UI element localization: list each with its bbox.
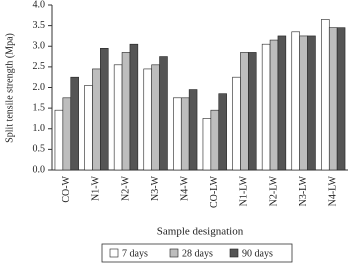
bar (269, 39, 279, 171)
x-tick-label: N3-LW (298, 175, 309, 206)
legend-label: 28 days (182, 248, 213, 259)
bar (188, 89, 198, 171)
bar (180, 97, 190, 171)
bar (240, 52, 249, 171)
bar (62, 97, 72, 171)
bar (210, 109, 220, 171)
bar (92, 68, 101, 171)
x-tick-label: N2-LW (268, 175, 279, 206)
y-tick-label: 1.5 (33, 102, 46, 113)
bar (218, 93, 227, 171)
x-tick-label: N4-W (179, 175, 190, 201)
y-tick-label: 2.0 (33, 82, 46, 93)
bar (202, 118, 212, 171)
bar (299, 35, 308, 171)
bar (113, 64, 123, 171)
bar (129, 43, 139, 171)
y-tick-label: 2.5 (33, 61, 46, 72)
x-tick-label: N2-W (120, 175, 131, 201)
bar (70, 76, 79, 171)
bar (121, 52, 131, 171)
bar (84, 85, 93, 171)
x-tick-label: N1-W (91, 175, 102, 201)
bar (291, 31, 300, 171)
y-tick-label: 4.0 (33, 0, 46, 10)
y-axis-label: Split tensile strength (Mpa) (4, 33, 15, 143)
x-tick-label: CO-LW (209, 175, 220, 208)
legend-box (101, 243, 293, 263)
bar (261, 43, 271, 171)
legend-swatch (109, 248, 119, 258)
y-tick-label: 3.0 (33, 41, 46, 52)
bar (100, 48, 109, 171)
bar (151, 64, 160, 171)
y-tick-label: 3.5 (33, 20, 46, 31)
legend-label: 90 days (242, 248, 273, 259)
y-tick-label: 1.0 (33, 123, 46, 134)
bar (336, 27, 346, 171)
x-tick-label: N3-W (150, 175, 161, 201)
bar (321, 19, 330, 171)
x-axis-label: Sample designation (157, 226, 244, 238)
bar (143, 68, 152, 171)
bar (54, 109, 64, 171)
x-tick-label: N4-LW (327, 175, 338, 206)
bar (232, 76, 241, 171)
x-tick-label: CO-W (61, 175, 72, 202)
bar (159, 56, 168, 171)
bar (328, 27, 338, 171)
y-tick-label: 0.0 (33, 164, 46, 175)
legend-label: 7 days (122, 248, 148, 259)
bar (307, 35, 316, 171)
y-tick-label: 0.5 (33, 144, 46, 155)
legend-swatch (169, 248, 179, 258)
bar (248, 52, 257, 171)
bar (277, 35, 287, 171)
legend-swatch (229, 248, 239, 258)
x-tick-label: N1-LW (239, 175, 250, 206)
bar (173, 97, 182, 171)
